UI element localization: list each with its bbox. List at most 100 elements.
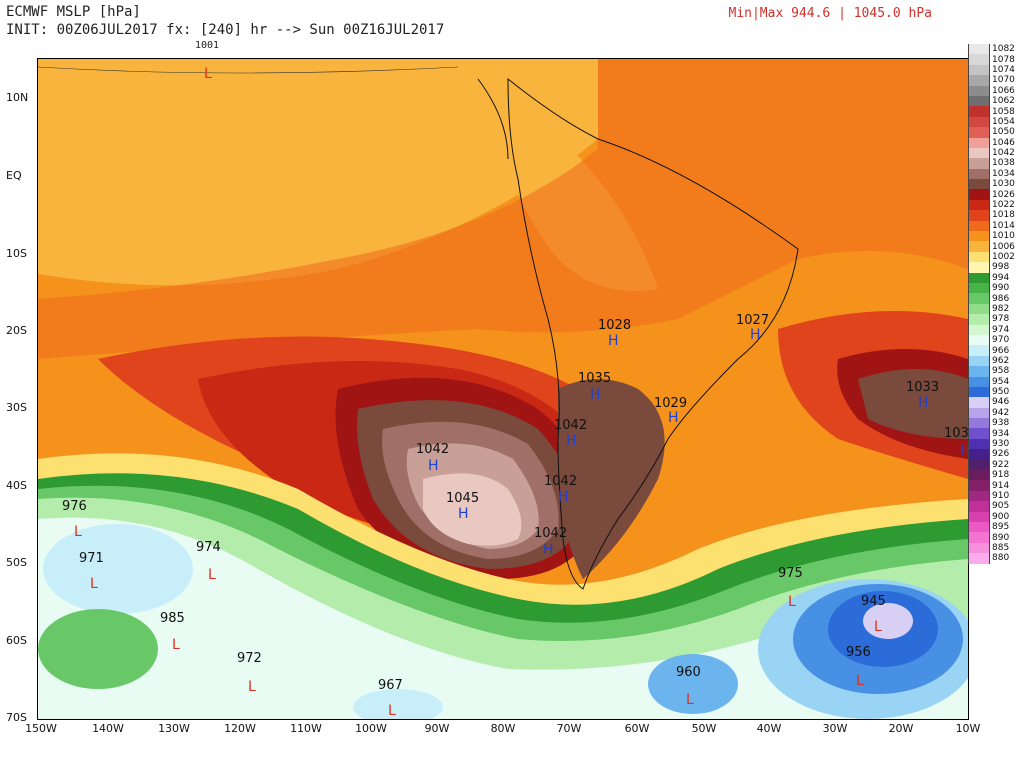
legend-row: 1002 <box>968 251 1022 263</box>
pressure-value: 960 <box>676 665 701 680</box>
low-symbol: L <box>208 567 216 583</box>
legend-level-label: 1034 <box>992 168 1015 179</box>
center-1042-c: 1042 H <box>544 474 577 505</box>
legend-swatch <box>968 334 990 346</box>
legend-swatch <box>968 428 990 439</box>
center-1036: 1036 H <box>944 426 968 459</box>
low-symbol: L <box>788 594 796 610</box>
legend-swatch <box>968 95 990 107</box>
legend-swatch <box>968 272 990 283</box>
legend-row: 922 <box>968 459 1022 471</box>
legend-row: 914 <box>968 480 1022 491</box>
lon-label-10w: 10W <box>955 722 981 735</box>
legend-row: 998 <box>968 262 1022 273</box>
legend-swatch <box>968 532 990 543</box>
legend-level-label: 1046 <box>992 137 1015 148</box>
center-976: 976 L <box>62 499 87 540</box>
high-symbol: H <box>668 410 679 426</box>
lon-label-140w: 140W <box>92 722 124 735</box>
legend-row: 1058 <box>968 106 1022 117</box>
legend-level-label: 1006 <box>992 241 1015 252</box>
lon-label-150w: 150W <box>25 722 57 735</box>
legend-row: 905 <box>968 501 1022 512</box>
low-945-core <box>863 603 913 639</box>
legend-swatch <box>968 262 990 273</box>
legend-level-label: 922 <box>992 459 1010 470</box>
low-971-region <box>43 524 193 614</box>
legend-row: 994 <box>968 272 1022 283</box>
legend-swatch <box>968 470 990 481</box>
field-1034-land <box>558 379 665 579</box>
legend-swatch <box>968 459 990 471</box>
pressure-value: 1045 <box>446 491 479 506</box>
legend-swatch <box>968 85 990 96</box>
legend-row: 946 <box>968 397 1022 408</box>
legend-level-label: 890 <box>992 532 1010 543</box>
legend-swatch <box>968 324 990 335</box>
legend-row: 1026 <box>968 189 1022 200</box>
high-symbol: H <box>960 443 968 459</box>
lon-label-90w: 90W <box>424 722 450 735</box>
legend-swatch <box>968 449 990 460</box>
pressure-value: 1035 <box>578 371 611 386</box>
legend-row: 926 <box>968 449 1022 460</box>
lon-label-60w: 60W <box>624 722 650 735</box>
min-max-readout: Min|Max 944.6 | 1045.0 hPa <box>728 6 933 21</box>
init-forecast-line: INIT: 00Z06JUL2017 fx: [240] hr --> Sun … <box>6 22 445 38</box>
legend-swatch <box>968 168 990 180</box>
legend-row: 1006 <box>968 241 1022 252</box>
legend-level-label: 1078 <box>992 54 1015 65</box>
legend-level-label: 962 <box>992 355 1010 366</box>
map-title: ECMWF MSLP [hPa] <box>6 4 141 20</box>
pressure-value: 1036 <box>944 426 968 441</box>
legend-swatch <box>968 282 990 294</box>
pressure-value: 1042 <box>534 526 567 541</box>
legend-level-label: 1026 <box>992 189 1015 200</box>
high-symbol: H <box>590 387 601 403</box>
legend-row: 895 <box>968 521 1022 533</box>
lat-label-10s: 10S <box>6 247 27 260</box>
legend-row: 974 <box>968 324 1022 335</box>
legend-row: 918 <box>968 470 1022 481</box>
legend-level-label: 966 <box>992 345 1010 356</box>
legend-swatch <box>968 366 990 377</box>
legend-row: 880 <box>968 553 1022 564</box>
center-1042-d: 1042 H <box>534 526 567 558</box>
legend-row: 1018 <box>968 210 1022 221</box>
legend-row: 1054 <box>968 116 1022 128</box>
legend-row: 966 <box>968 345 1022 356</box>
legend-row: 1030 <box>968 179 1022 190</box>
center-1027: 1027 H <box>736 313 769 343</box>
high-symbol: H <box>558 489 569 505</box>
legend-swatch <box>968 521 990 533</box>
legend-swatch <box>968 553 990 564</box>
legend-level-label: 942 <box>992 407 1010 418</box>
center-1029: 1029 H <box>654 396 687 426</box>
high-symbol: H <box>458 506 469 522</box>
legend-row: 978 <box>968 314 1022 325</box>
legend-swatch <box>968 501 990 512</box>
legend-row: 954 <box>968 376 1022 387</box>
legend-row: 1070 <box>968 75 1022 86</box>
legend-level-label: 970 <box>992 335 1010 346</box>
legend-level-label: 918 <box>992 470 1010 481</box>
legend-level-label: 926 <box>992 449 1010 460</box>
legend-row: 934 <box>968 428 1022 439</box>
lat-label-10n: 10N <box>6 91 29 104</box>
legend-row: 990 <box>968 282 1022 294</box>
legend-level-label: 974 <box>992 324 1010 335</box>
low-960-region <box>648 654 738 714</box>
legend-swatch <box>968 355 990 367</box>
legend-row: 1046 <box>968 137 1022 148</box>
legend-level-label: 1054 <box>992 116 1015 127</box>
legend-level-label: 1050 <box>992 127 1015 138</box>
lon-label-130w: 130W <box>158 722 190 735</box>
legend-swatch <box>968 54 990 65</box>
legend-swatch <box>968 511 990 522</box>
pressure-value: 1042 <box>416 442 449 457</box>
legend-swatch <box>968 64 990 76</box>
legend-level-label: 1018 <box>992 210 1015 221</box>
legend-row: 1062 <box>968 95 1022 107</box>
legend-level-label: 1038 <box>992 158 1015 169</box>
legend-level-label: 990 <box>992 283 1010 294</box>
